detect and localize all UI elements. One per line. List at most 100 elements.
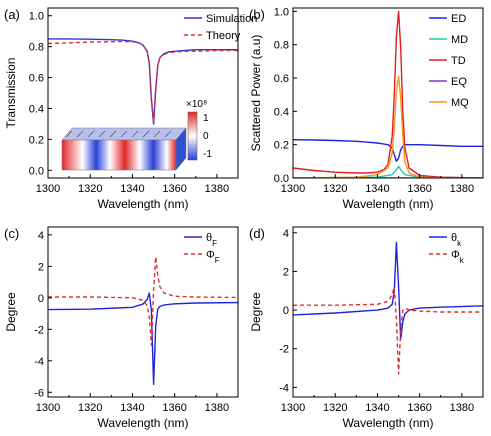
y-tick-label: 1.0 <box>29 11 44 23</box>
y-axis-title: Transmission <box>4 58 18 129</box>
y-tick-label: -4 <box>279 382 289 394</box>
field-arrow <box>76 130 84 138</box>
legend-label: MD <box>451 34 468 46</box>
y-tick-label: 0.0 <box>274 173 289 185</box>
x-tick-label: 1380 <box>450 183 474 195</box>
y-axis-title: Degree <box>249 292 263 332</box>
x-axis-title: Wavelength (nm) <box>98 197 189 211</box>
panel-label: (d) <box>249 226 265 241</box>
x-axis-title: Wavelength (nm) <box>343 197 434 211</box>
colorbar-tick-label: 1 <box>203 113 209 124</box>
x-tick-label: 1340 <box>365 402 389 414</box>
y-tick-label: 0 <box>38 293 44 305</box>
slab-front <box>61 139 177 171</box>
series-line-θk <box>293 241 483 340</box>
panel-b: 1300 1320 1340 1360 1380 0.0 0.2 0.4 0.6 0.8 1.0 Wa… <box>249 6 484 211</box>
field-arrow <box>120 130 128 138</box>
x-tick-label: 1300 <box>281 183 305 195</box>
y-tick-label: 2 <box>283 266 289 278</box>
colorbar <box>187 111 198 161</box>
y-tick-label: 0.4 <box>274 106 289 118</box>
x-tick-label: 1300 <box>281 402 305 414</box>
y-axis-title: Scattered Power (a.u) <box>249 35 263 152</box>
field-arrow <box>164 130 172 138</box>
panel-label: (b) <box>249 7 265 22</box>
y-tick-label: 0.2 <box>29 134 44 146</box>
y-axis-title: Degree <box>4 292 18 332</box>
x-axis-title: Wavelength (nm) <box>343 416 434 430</box>
y-tick-label: 4 <box>38 230 44 242</box>
x-tick-label: 1380 <box>450 402 474 414</box>
y-tick-label: 4 <box>283 228 289 240</box>
legend-label: Theory <box>206 30 241 42</box>
series-line-Theory <box>48 40 238 124</box>
legend-label: θk <box>451 232 462 248</box>
x-tick-label: 1320 <box>323 183 347 195</box>
x-tick-label: 1360 <box>162 402 186 414</box>
plot-frame <box>47 226 239 398</box>
x-tick-label: 1320 <box>323 402 347 414</box>
series-line-Φk <box>293 286 483 375</box>
field-arrow <box>87 130 95 138</box>
colorbar-tick-label: 0 <box>203 131 209 142</box>
y-tick-label: 1.0 <box>274 6 289 18</box>
y-tick-label: 0.0 <box>29 165 44 177</box>
series-line-MD <box>293 165 483 178</box>
plot-frame <box>47 7 239 179</box>
legend-label: EQ <box>451 76 467 88</box>
panel-a: 1300 1320 1340 1360 1380 0.0 0.2 0.4 0.6 0.8 1.0 Wa… <box>4 7 257 211</box>
x-tick-label: 1360 <box>162 183 186 195</box>
legend-label: ED <box>451 13 466 25</box>
y-tick-label: -2 <box>34 324 44 336</box>
x-tick-label: 1340 <box>120 402 144 414</box>
inset-heatmap: ×10⁸ 1 0 -1 <box>61 99 212 171</box>
series-line-θF <box>48 292 238 386</box>
field-arrow <box>65 130 73 138</box>
y-tick-label: 0.6 <box>274 73 289 85</box>
field-arrow <box>131 130 139 138</box>
x-tick-label: 1360 <box>407 183 431 195</box>
plot-frame <box>292 7 484 179</box>
y-tick-label: 0.8 <box>29 42 44 54</box>
y-tick-label: -4 <box>34 356 44 368</box>
x-axis-title: Wavelength (nm) <box>98 416 189 430</box>
x-tick-label: 1320 <box>78 402 102 414</box>
panel-label: (c) <box>4 226 19 241</box>
y-tick-label: -6 <box>34 387 44 399</box>
legend-label: ΦF <box>206 249 220 265</box>
legend-label: MQ <box>451 97 469 109</box>
x-tick-label: 1340 <box>120 183 144 195</box>
series-line-ED <box>293 139 483 163</box>
x-tick-label: 1380 <box>205 402 229 414</box>
x-tick-label: 1360 <box>407 402 431 414</box>
legend-label: Φk <box>451 249 465 265</box>
panel-c: 1300 1320 1340 1360 1380 -6 -4 -2 0 2 4 Wavelength … <box>4 226 239 430</box>
y-tick-label: -2 <box>279 344 289 356</box>
y-tick-label: 0.6 <box>29 73 44 85</box>
x-tick-label: 1300 <box>36 402 60 414</box>
series-line-Simulation <box>48 38 238 125</box>
y-tick-label: 0.2 <box>274 140 289 152</box>
x-tick-label: 1300 <box>36 183 60 195</box>
y-tick-label: 0 <box>283 305 289 317</box>
x-tick-label: 1320 <box>78 183 102 195</box>
y-tick-label: 0.8 <box>274 40 289 52</box>
slab-side <box>175 127 187 171</box>
field-arrow <box>142 130 150 138</box>
x-tick-label: 1340 <box>365 183 389 195</box>
x-tick-label: 1380 <box>205 183 229 195</box>
series-line-MQ <box>293 75 483 178</box>
field-arrow <box>153 130 161 138</box>
field-arrow <box>98 130 106 138</box>
field-arrow <box>109 130 117 138</box>
panel-d: 1300 1320 1340 1360 1380 -4 -2 0 2 4 Wavelength (n… <box>249 226 484 430</box>
legend-label: θF <box>206 232 217 248</box>
series-line-TD <box>293 10 483 178</box>
legend-label: Simulation <box>206 13 257 25</box>
y-tick-label: 2 <box>38 261 44 273</box>
series-line-ΦF <box>48 256 238 346</box>
y-tick-label: 0.4 <box>29 103 44 115</box>
legend-label: TD <box>451 55 466 67</box>
plot-frame <box>292 226 484 398</box>
